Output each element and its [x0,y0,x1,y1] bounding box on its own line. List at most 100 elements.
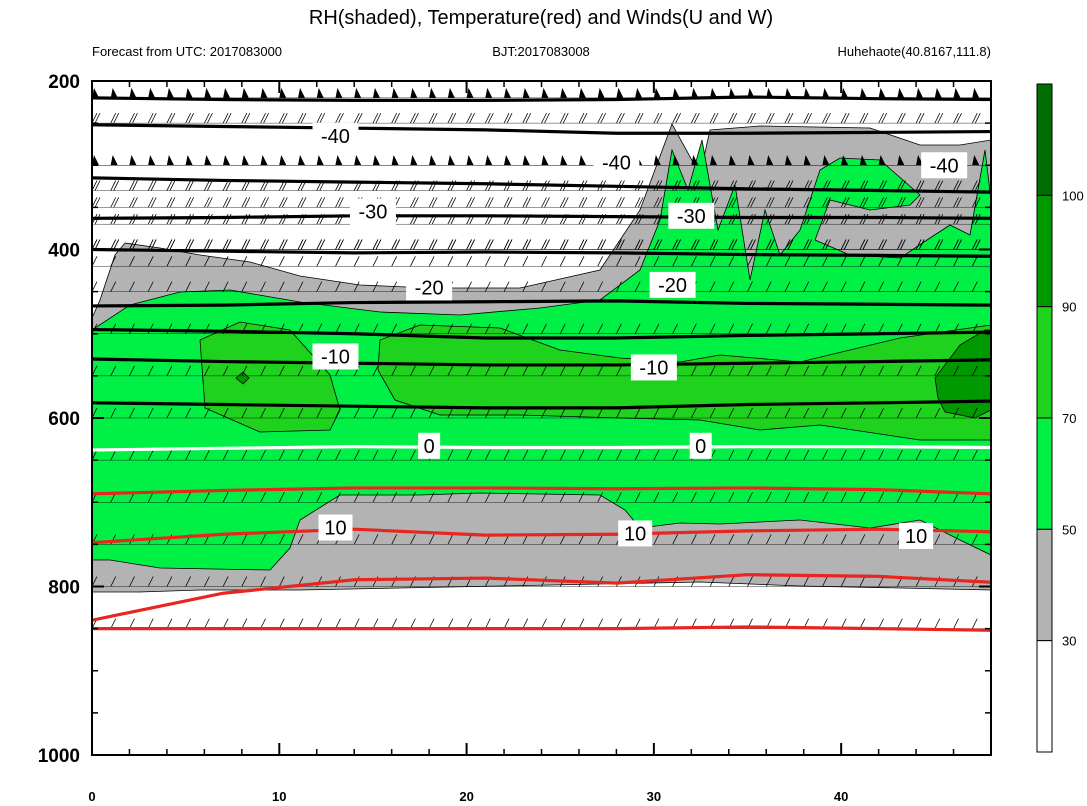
wind-barb [428,239,435,250]
wind-barb [241,534,248,545]
wind-barb [429,155,437,166]
wind-barb [915,492,922,503]
wind-barb [147,618,154,629]
colorbar-segment [1036,640,1053,753]
wind-barb [394,239,401,250]
wind-barb [616,112,622,124]
wind-barb [731,239,738,250]
wind-barb [709,534,716,545]
wind-barb [297,407,304,419]
wind-barb [503,449,510,461]
temperature-contour [92,399,991,410]
wind-barb [728,492,735,503]
wind-barb [840,281,847,292]
wind-barb [597,323,604,334]
wind-barb [896,618,903,629]
wind-barb [728,87,736,98]
wind-barb [859,112,866,124]
wind-barb [672,112,678,124]
wind-barb [244,112,251,124]
wind-barb [129,281,135,292]
wind-barb [806,197,813,208]
wind-barb [916,87,924,98]
wind-barb [522,365,529,377]
wind-barb [915,365,922,377]
y-tick-label: 600 [48,409,80,430]
wind-barb [297,112,304,124]
wind-barb [353,323,360,334]
wind-barb [991,155,998,165]
wind-barb [166,618,173,629]
wind-barb [597,112,604,124]
wind-barb [578,87,586,98]
station-subtitle: Huhehaote(40.8167,111.8) [838,44,991,59]
wind-barb [484,112,491,124]
wind-barb [693,239,700,250]
wind-barb [147,180,154,191]
wind-barb [428,365,435,377]
wind-barb [147,112,154,124]
wind-barb [335,492,341,503]
wind-barb [541,155,549,166]
wind-barb [166,180,173,191]
wind-barb [915,281,922,292]
wind-barb [300,239,307,250]
wind-barb [878,197,884,208]
wind-barb [278,281,285,292]
wind-barb [279,87,287,98]
wind-barb [956,197,962,208]
wind-barb [94,180,101,191]
wind-barb [635,87,643,98]
wind-barb [559,112,566,124]
wind-barb [204,492,210,503]
wind-barb [447,449,454,461]
wind-barb [562,239,569,250]
wind-barb [298,155,306,166]
wind-barb [578,492,585,503]
wind-barb [484,197,491,208]
temperature-contour [92,95,991,102]
wind-barb [94,197,101,208]
wind-barb [335,449,341,461]
wind-barb [840,112,847,124]
wind-barb [316,407,323,419]
wind-barb [356,239,363,250]
wind-barb [150,180,157,191]
wind-barb [747,87,755,98]
wind-barb [915,239,922,250]
wind-barb [185,449,192,461]
wind-barb [316,256,323,267]
wind-barb [522,281,529,292]
wind-barb [803,365,810,377]
wind-barb [222,492,229,503]
wind-barb [747,449,753,461]
contour-label: -10 [639,357,668,379]
wind-barb [169,180,176,191]
wind-barb [110,407,117,419]
forecast-subtitle: Forecast from UTC: 2017083000 [92,44,282,59]
wind-barb [129,112,135,124]
wind-barb [410,155,418,166]
wind-barb [391,281,398,292]
wind-barb [278,112,285,124]
wind-barb [653,87,661,98]
wind-barb [391,407,398,419]
wind-barb [634,492,641,503]
wind-barb [597,534,604,545]
wind-barb [581,239,588,250]
wind-barb [260,407,266,419]
wind-barb [634,239,641,250]
colorbar-segment [1036,83,1053,196]
wind-barb [147,492,154,503]
wind-barb [372,449,379,461]
wind-barb [185,197,192,208]
wind-barb [766,87,774,98]
wind-barb [709,112,716,124]
wind-barb [825,239,831,250]
wind-barb [466,365,472,377]
wind-barb [690,112,697,124]
wind-barb [616,323,622,334]
wind-barb [469,239,475,250]
wind-barb [541,492,547,503]
wind-barb [447,323,454,334]
